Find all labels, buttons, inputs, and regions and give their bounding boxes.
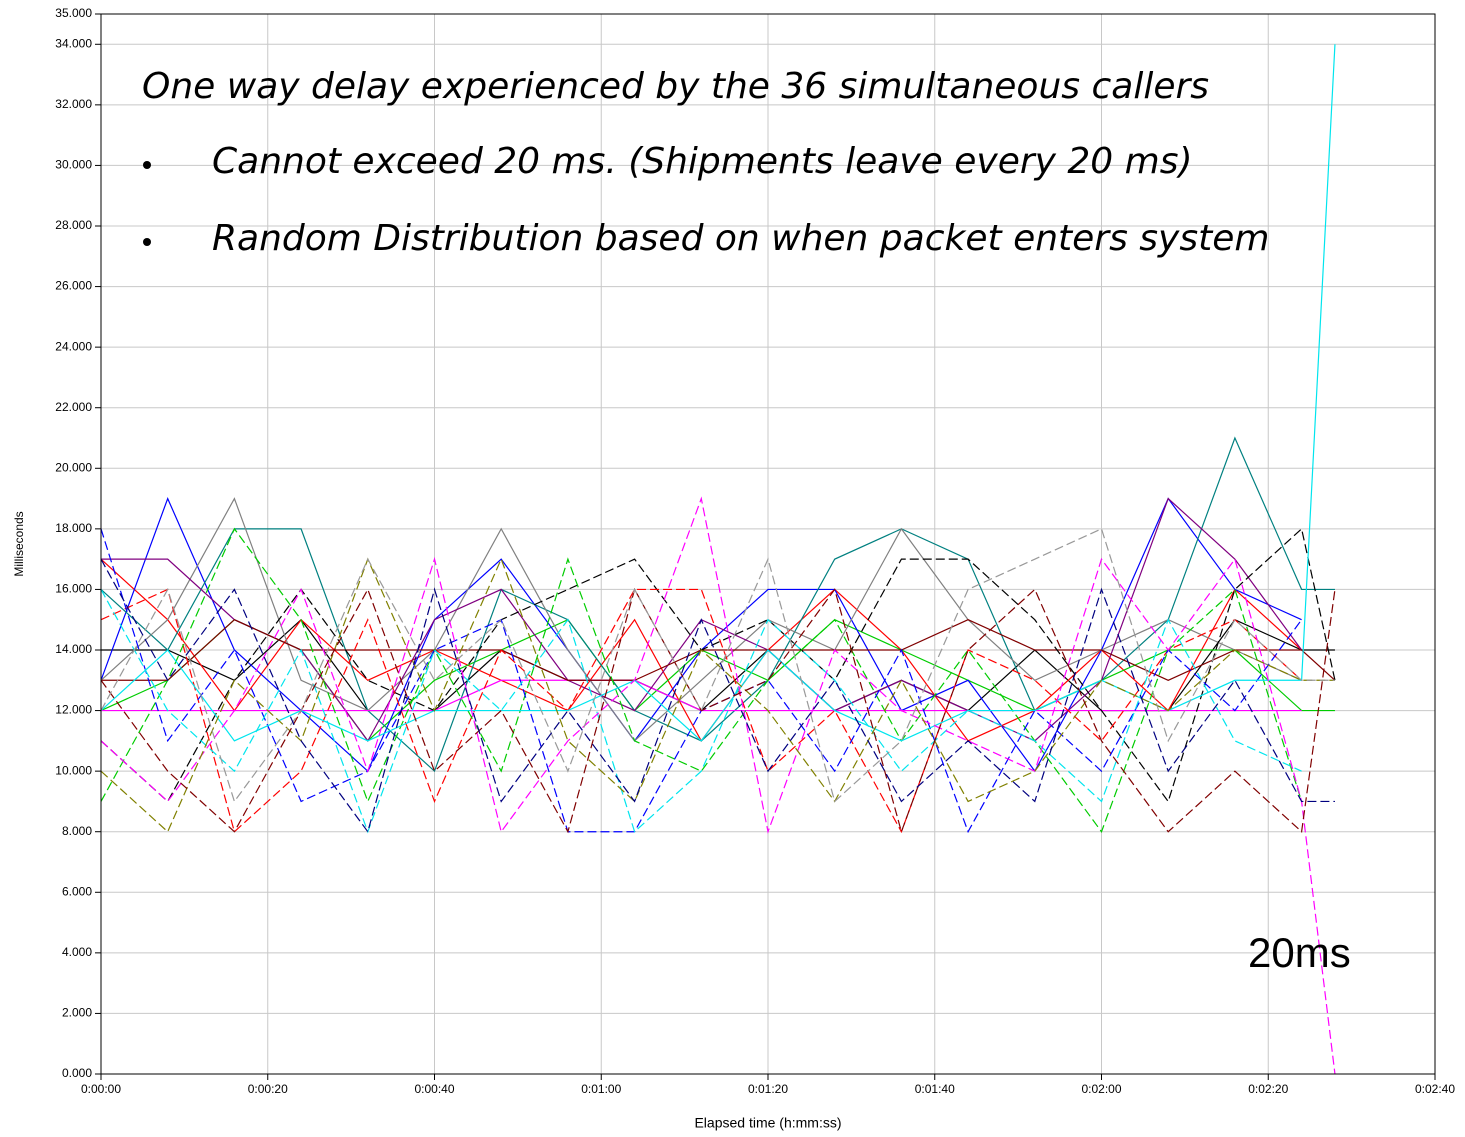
y-tick-label: 4.000 bbox=[62, 945, 92, 959]
x-tick-label: 0:02:40 bbox=[1415, 1082, 1455, 1096]
x-axis-label: Elapsed time (h:mm:ss) bbox=[694, 1115, 841, 1131]
annotation: 20ms bbox=[1248, 929, 1351, 976]
x-tick-label: 0:02:00 bbox=[1081, 1082, 1121, 1096]
bullet bbox=[143, 238, 151, 246]
x-tick-label: 0:00:00 bbox=[81, 1082, 121, 1096]
series-line bbox=[100, 496, 1336, 1075]
bullet bbox=[143, 161, 151, 169]
series-line bbox=[100, 496, 1302, 773]
y-tick-label: 16.000 bbox=[55, 582, 92, 596]
series-line bbox=[100, 527, 1336, 803]
y-axis-label: Milliseconds bbox=[12, 511, 26, 576]
x-tick-label: 0:01:00 bbox=[581, 1082, 621, 1096]
y-tick-label: 24.000 bbox=[55, 339, 92, 353]
series-line bbox=[100, 558, 1335, 834]
plot-frame bbox=[100, 13, 1436, 1075]
series-line bbox=[100, 528, 1335, 803]
y-tick-label: 32.000 bbox=[55, 97, 92, 111]
y-tick-label: 14.000 bbox=[55, 642, 92, 656]
y-tick-label: 18.000 bbox=[55, 521, 92, 535]
annotation: One way delay experienced by the 36 simu… bbox=[142, 66, 1209, 107]
y-tick-label: 2.000 bbox=[62, 1006, 92, 1020]
x-tick-label: 0:01:40 bbox=[915, 1082, 955, 1096]
y-tick-label: 20.000 bbox=[55, 460, 92, 474]
x-tick-label: 0:00:40 bbox=[414, 1082, 454, 1096]
x-tick-label: 0:00:20 bbox=[248, 1082, 288, 1096]
annotation: Cannot exceed 20 ms. (Shipments leave ev… bbox=[212, 141, 1193, 182]
series-line bbox=[100, 587, 1336, 834]
y-tick-label: 10.000 bbox=[55, 763, 92, 777]
y-tick-label: 0.000 bbox=[62, 1066, 92, 1080]
x-tick-label: 0:02:20 bbox=[1248, 1082, 1288, 1096]
y-tick-label: 26.000 bbox=[55, 279, 92, 293]
x-tick-label: 0:01:20 bbox=[748, 1082, 788, 1096]
y-tick-label: 12.000 bbox=[55, 703, 92, 717]
y-tick-label: 8.000 bbox=[62, 824, 92, 838]
y-tick-label: 34.000 bbox=[55, 36, 92, 50]
lines bbox=[100, 44, 1336, 1075]
series-line bbox=[100, 589, 1302, 834]
y-tick-label: 30.000 bbox=[55, 158, 92, 172]
series-line bbox=[100, 527, 1303, 833]
y-tick-label: 22.000 bbox=[55, 400, 92, 414]
y-tick-label: 28.000 bbox=[55, 218, 92, 232]
y-tick-label: 6.000 bbox=[62, 884, 92, 898]
y-tick-label: 35.000 bbox=[55, 6, 92, 20]
annotation: Random Distribution based on when packet… bbox=[212, 218, 1269, 259]
